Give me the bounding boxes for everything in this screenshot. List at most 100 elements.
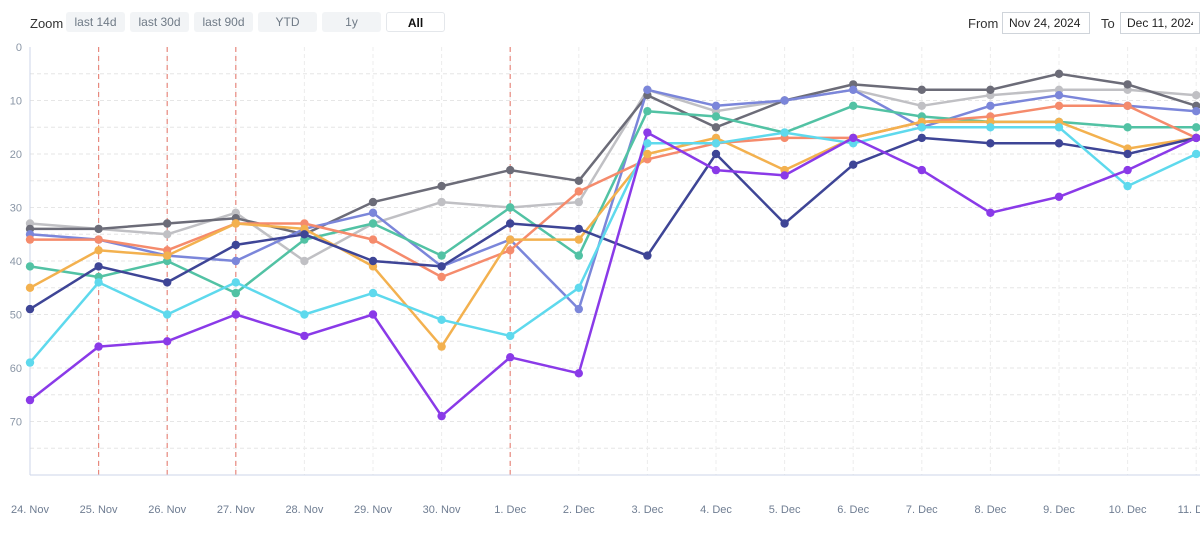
data-point[interactable]: [94, 342, 103, 351]
data-point[interactable]: [986, 139, 995, 148]
data-point[interactable]: [1123, 123, 1132, 132]
zoom-button-all[interactable]: All: [386, 12, 445, 32]
data-point[interactable]: [368, 197, 378, 207]
data-point[interactable]: [711, 149, 721, 159]
data-point[interactable]: [300, 256, 309, 266]
data-point[interactable]: [1054, 123, 1064, 132]
data-point[interactable]: [643, 85, 652, 95]
data-point[interactable]: [506, 165, 515, 175]
data-point[interactable]: [1192, 149, 1200, 159]
data-point[interactable]: [506, 246, 515, 255]
data-point[interactable]: [1054, 91, 1064, 100]
data-point[interactable]: [643, 251, 652, 260]
data-point[interactable]: [437, 181, 446, 191]
data-point[interactable]: [300, 310, 309, 319]
data-point[interactable]: [163, 278, 172, 287]
data-point[interactable]: [506, 235, 515, 244]
data-point[interactable]: [1054, 101, 1064, 111]
data-point[interactable]: [25, 304, 35, 314]
data-point[interactable]: [574, 187, 583, 196]
data-point[interactable]: [1192, 133, 1200, 143]
data-point[interactable]: [94, 278, 103, 287]
data-point[interactable]: [163, 230, 172, 239]
data-point[interactable]: [437, 197, 446, 207]
data-point[interactable]: [368, 219, 378, 228]
data-point[interactable]: [574, 251, 583, 260]
data-point[interactable]: [94, 246, 103, 255]
data-point[interactable]: [437, 315, 446, 324]
data-point[interactable]: [1123, 149, 1132, 159]
zoom-button-ytd[interactable]: YTD: [258, 12, 317, 32]
data-point[interactable]: [574, 224, 583, 234]
data-point[interactable]: [917, 123, 926, 132]
data-point[interactable]: [506, 331, 515, 341]
data-point[interactable]: [231, 256, 240, 266]
data-point[interactable]: [849, 133, 858, 143]
data-point[interactable]: [1054, 139, 1064, 148]
data-point[interactable]: [711, 112, 721, 121]
data-point[interactable]: [368, 208, 378, 217]
data-point[interactable]: [368, 310, 378, 319]
data-point[interactable]: [917, 101, 926, 111]
data-point[interactable]: [780, 171, 789, 180]
data-point[interactable]: [25, 235, 35, 244]
data-point[interactable]: [368, 235, 378, 244]
data-point[interactable]: [849, 85, 858, 95]
data-point[interactable]: [1054, 192, 1064, 201]
data-point[interactable]: [986, 101, 995, 111]
zoom-button-30d[interactable]: last 30d: [130, 12, 189, 32]
data-point[interactable]: [574, 176, 583, 185]
data-point[interactable]: [574, 197, 583, 207]
data-point[interactable]: [574, 304, 583, 314]
data-point[interactable]: [368, 288, 378, 298]
data-point[interactable]: [1192, 91, 1200, 100]
data-point[interactable]: [711, 101, 721, 111]
data-point[interactable]: [917, 85, 926, 95]
data-point[interactable]: [437, 272, 446, 282]
data-point[interactable]: [506, 203, 515, 212]
data-point[interactable]: [780, 128, 789, 137]
zoom-button-90d[interactable]: last 90d: [194, 12, 253, 32]
data-point[interactable]: [231, 288, 240, 298]
data-point[interactable]: [25, 283, 35, 292]
data-point[interactable]: [1123, 165, 1132, 175]
data-point[interactable]: [1192, 123, 1200, 132]
data-point[interactable]: [506, 353, 515, 362]
data-point[interactable]: [643, 128, 652, 137]
data-point[interactable]: [1192, 107, 1200, 116]
data-point[interactable]: [1123, 101, 1132, 111]
zoom-button-14d[interactable]: last 14d: [66, 12, 125, 32]
from-date-input[interactable]: [1002, 12, 1090, 34]
data-point[interactable]: [780, 219, 789, 228]
data-point[interactable]: [643, 107, 652, 116]
data-point[interactable]: [94, 262, 103, 271]
data-point[interactable]: [986, 85, 995, 95]
data-point[interactable]: [163, 219, 172, 228]
data-point[interactable]: [94, 235, 103, 244]
to-date-input[interactable]: [1120, 12, 1200, 34]
data-point[interactable]: [917, 165, 926, 175]
data-point[interactable]: [231, 310, 240, 319]
data-point[interactable]: [437, 251, 446, 260]
data-point[interactable]: [1123, 80, 1132, 89]
data-point[interactable]: [711, 165, 721, 175]
data-point[interactable]: [231, 240, 240, 250]
data-point[interactable]: [574, 235, 583, 244]
data-point[interactable]: [231, 278, 240, 287]
data-point[interactable]: [163, 310, 172, 319]
data-point[interactable]: [1123, 181, 1132, 191]
data-point[interactable]: [917, 133, 926, 143]
data-point[interactable]: [1054, 69, 1064, 79]
data-point[interactable]: [437, 342, 446, 351]
data-point[interactable]: [231, 219, 240, 228]
data-point[interactable]: [574, 283, 583, 292]
data-point[interactable]: [163, 337, 172, 346]
data-point[interactable]: [849, 160, 858, 169]
data-point[interactable]: [25, 358, 35, 367]
data-point[interactable]: [780, 96, 789, 105]
data-point[interactable]: [300, 331, 309, 341]
data-point[interactable]: [25, 262, 35, 271]
data-point[interactable]: [163, 251, 172, 260]
data-point[interactable]: [437, 411, 446, 421]
data-point[interactable]: [437, 262, 446, 271]
